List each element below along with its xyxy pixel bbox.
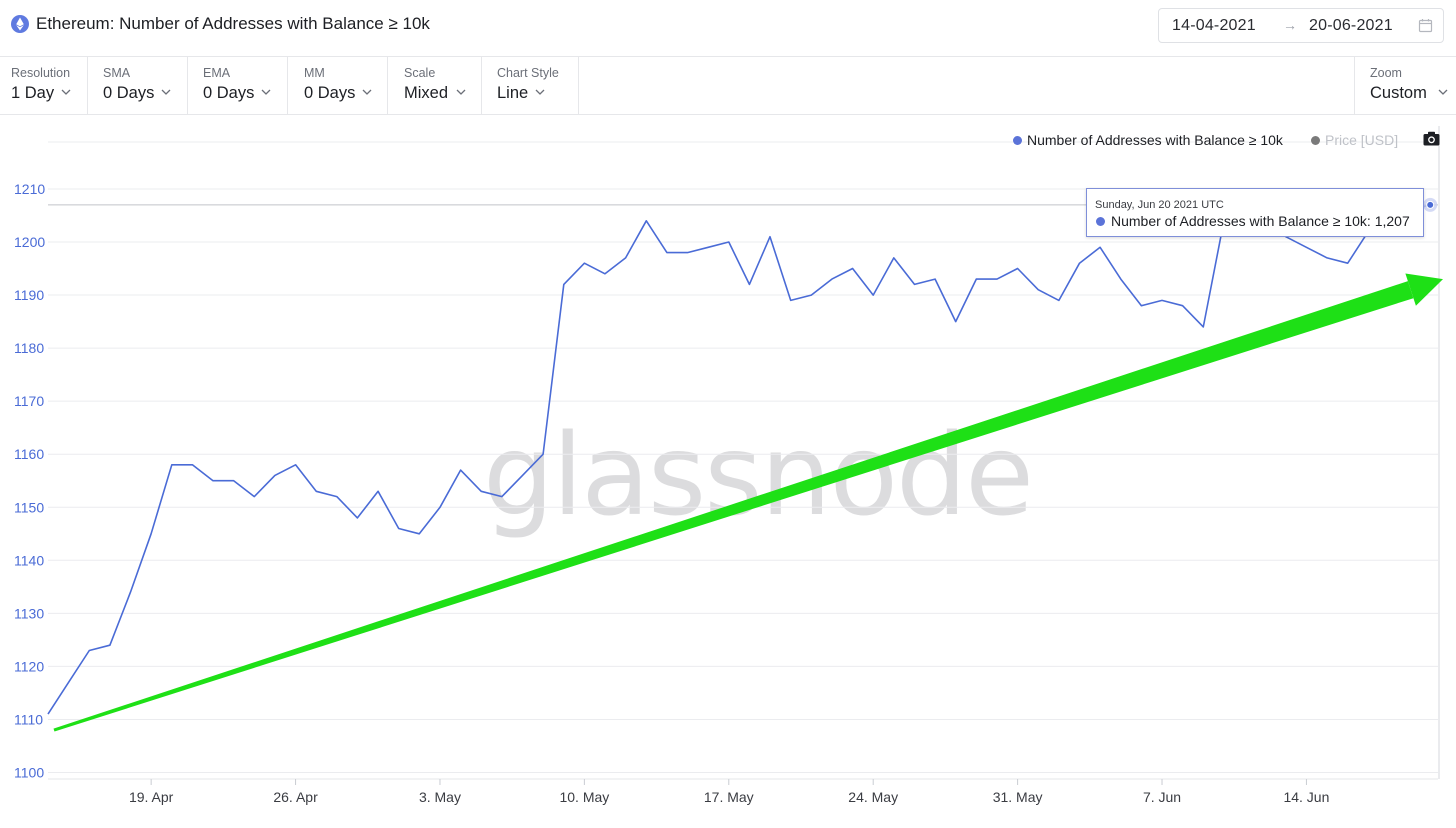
x-tick-label: 10. May <box>559 789 609 805</box>
legend-dot-addresses <box>1013 136 1022 145</box>
chart-header: Ethereum: Number of Addresses with Balan… <box>0 0 1456 57</box>
x-tick-label: 3. May <box>419 789 461 805</box>
y-tick-label: 1140 <box>14 552 44 568</box>
mm-value: 0 Days <box>304 84 356 102</box>
camera-icon[interactable] <box>1423 131 1440 146</box>
legend-label-addresses: Number of Addresses with Balance ≥ 10k <box>1027 132 1283 148</box>
tooltip-series-name: Number of Addresses with Balance ≥ 10k: <box>1111 213 1371 229</box>
date-range-arrow-icon: → <box>1283 17 1297 33</box>
y-tick-label: 1160 <box>14 446 44 462</box>
chart-toolbar: Resolution 1 Day SMA 0 Days EMA 0 Days M… <box>0 57 1456 115</box>
mm-label: MM <box>304 66 325 80</box>
tooltip-value: 1,207 <box>1374 213 1410 229</box>
chevron-down-icon <box>261 89 271 95</box>
x-tick-label: 7. Jun <box>1143 789 1181 805</box>
chevron-down-icon <box>535 89 545 95</box>
chevron-down-icon <box>61 89 71 95</box>
y-tick-label: 1100 <box>14 765 44 781</box>
tooltip-date: Sunday, Jun 20 2021 UTC <box>1095 199 1224 211</box>
page-title: Ethereum: Number of Addresses with Balan… <box>36 14 430 33</box>
line-chart[interactable]: 1100 1110 1120 1130 1140 1150 1160 1170 1180 1190… <box>0 116 1456 828</box>
x-tick-label: 19. Apr <box>129 789 174 805</box>
scale-select[interactable]: Scale Mixed <box>388 57 482 114</box>
x-tick-label: 31. May <box>993 789 1043 805</box>
ethereum-icon <box>11 15 29 33</box>
trend-arrow-shaft <box>53 281 1414 732</box>
y-tick-label: 1180 <box>14 340 44 356</box>
y-tick-label: 1210 <box>14 181 45 197</box>
legend-dot-price <box>1311 136 1320 145</box>
resolution-select[interactable]: Resolution 1 Day <box>0 57 88 114</box>
chart-style-value: Line <box>497 84 529 102</box>
tooltip-series-dot <box>1096 217 1105 226</box>
mm-select[interactable]: MM 0 Days <box>288 57 388 114</box>
y-tick-label: 1150 <box>14 499 44 515</box>
zoom-value: Custom <box>1370 84 1427 102</box>
glassnode-watermark: glassnode <box>483 411 1034 541</box>
legend-item-price[interactable]: Price [USD] <box>1311 132 1398 148</box>
y-tick-label: 1170 <box>14 393 44 409</box>
scale-value: Mixed <box>404 84 449 102</box>
chart-style-select[interactable]: Chart Style Line <box>482 57 579 114</box>
y-tick-label: 1200 <box>14 234 45 250</box>
tooltip-row: Number of Addresses with Balance ≥ 10k: … <box>1096 213 1410 229</box>
chevron-down-icon <box>362 89 372 95</box>
scale-label: Scale <box>404 66 436 80</box>
legend-item-addresses[interactable]: Number of Addresses with Balance ≥ 10k <box>1013 132 1283 148</box>
legend-label-price: Price [USD] <box>1325 132 1399 148</box>
sma-select[interactable]: SMA 0 Days <box>88 57 188 114</box>
chevron-down-icon <box>456 89 466 95</box>
chevron-down-icon <box>1438 89 1448 95</box>
ema-value: 0 Days <box>203 84 255 102</box>
y-tick-label: 1120 <box>14 658 44 674</box>
series-line-addresses <box>47 204 1431 715</box>
resolution-value: 1 Day <box>11 84 55 102</box>
chevron-down-icon <box>161 89 171 95</box>
date-to-input[interactable]: 20-06-2021 <box>1309 17 1393 34</box>
resolution-label: Resolution <box>11 66 71 80</box>
x-tick-label: 26. Apr <box>273 789 318 805</box>
date-from-input[interactable]: 14-04-2021 <box>1172 17 1256 34</box>
chart-area: glassnode 1100 1110 1120 1130 1140 1150 1160 11… <box>0 116 1456 828</box>
sma-label: SMA <box>103 66 131 80</box>
zoom-select[interactable]: Zoom Custom <box>1354 57 1456 114</box>
y-tick-label: 1110 <box>14 711 43 727</box>
x-tick-label: 17. May <box>704 789 754 805</box>
sma-value: 0 Days <box>103 84 155 102</box>
calendar-icon[interactable] <box>1418 18 1433 33</box>
hover-point <box>1426 200 1435 209</box>
ema-label: EMA <box>203 66 231 80</box>
ema-select[interactable]: EMA 0 Days <box>188 57 288 114</box>
x-tick-label: 24. May <box>848 789 898 805</box>
trend-arrow-head <box>1405 273 1443 306</box>
date-range-picker[interactable]: 14-04-2021 → 20-06-2021 <box>1158 8 1444 43</box>
x-tick-label: 14. Jun <box>1283 789 1329 805</box>
y-tick-label: 1130 <box>14 605 44 621</box>
y-tick-label: 1190 <box>14 287 44 303</box>
chart-style-label: Chart Style <box>497 66 559 80</box>
chart-tooltip: Sunday, Jun 20 2021 UTC Number of Addres… <box>1086 188 1424 237</box>
zoom-label: Zoom <box>1370 66 1402 80</box>
